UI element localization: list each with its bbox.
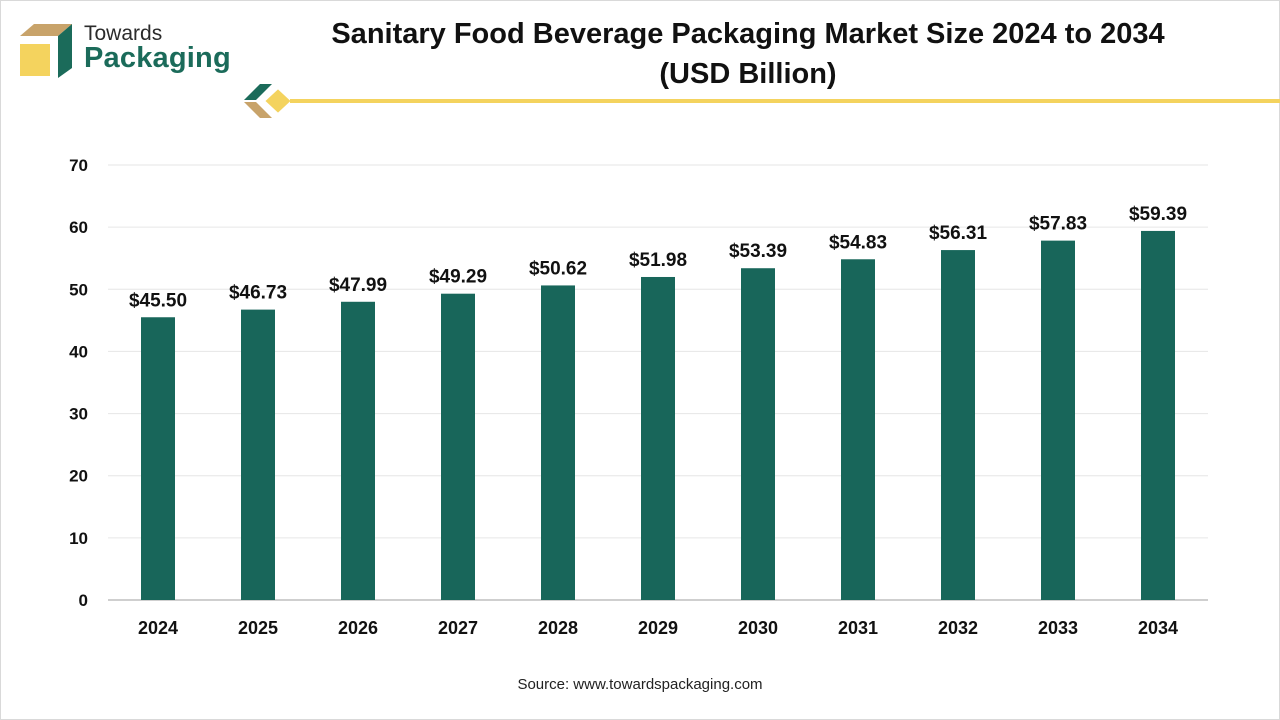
data-label: $49.29 — [429, 267, 487, 288]
bar — [441, 293, 475, 600]
bar — [641, 276, 675, 600]
data-label: $54.83 — [829, 232, 887, 253]
data-label: $59.39 — [1129, 204, 1187, 225]
data-label: $56.31 — [929, 223, 988, 244]
bar — [1141, 230, 1175, 600]
source-note: Source: www.towardspackaging.com — [517, 676, 763, 693]
y-tick-label: 70 — [69, 156, 88, 175]
x-tick-label: 2034 — [1138, 618, 1178, 638]
y-tick-label: 20 — [69, 467, 88, 486]
x-tick-label: 2029 — [638, 618, 678, 638]
bar — [941, 250, 975, 600]
chart-title-line2: (USD Billion) — [659, 58, 837, 90]
x-tick-label: 2028 — [538, 618, 578, 638]
chart-title-line1: Sanitary Food Beverage Packaging Market … — [331, 18, 1165, 50]
logo-text-packaging: Packaging — [84, 42, 231, 74]
bar — [1041, 240, 1075, 600]
data-label: $46.73 — [229, 283, 287, 304]
y-tick-label: 0 — [79, 591, 88, 610]
data-label: $51.98 — [629, 250, 687, 271]
data-label: $50.62 — [529, 258, 587, 279]
x-tick-label: 2024 — [138, 618, 178, 638]
data-label: $57.83 — [1029, 214, 1087, 235]
towards-packaging-logo — [20, 24, 72, 78]
bar — [741, 268, 775, 600]
y-tick-label: 30 — [69, 405, 88, 424]
x-tick-label: 2031 — [838, 618, 878, 638]
data-label: $45.50 — [129, 290, 187, 311]
bar — [241, 309, 275, 600]
data-label: $47.99 — [329, 275, 387, 296]
logo-text-towards: Towards — [84, 22, 163, 45]
x-tick-label: 2033 — [1038, 618, 1078, 638]
x-tick-label: 2032 — [938, 618, 978, 638]
x-tick-label: 2025 — [238, 618, 278, 638]
y-tick-label: 50 — [69, 280, 88, 299]
data-label: $53.39 — [729, 241, 787, 262]
bar — [841, 259, 875, 600]
bar — [141, 317, 175, 600]
bar — [541, 285, 575, 600]
bar — [341, 301, 375, 600]
y-tick-label: 40 — [69, 342, 88, 361]
chart-title: Sanitary Food Beverage Packaging Market … — [300, 14, 1196, 94]
decorative-diamond-icon — [244, 84, 294, 118]
x-tick-label: 2026 — [338, 618, 378, 638]
header-divider — [290, 99, 1280, 103]
y-tick-label: 10 — [69, 529, 88, 548]
x-tick-label: 2030 — [738, 618, 778, 638]
x-tick-label: 2027 — [438, 618, 478, 638]
y-tick-label: 60 — [69, 218, 88, 237]
